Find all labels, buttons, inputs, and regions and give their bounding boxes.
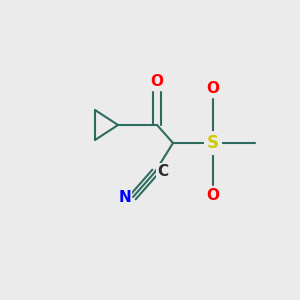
Text: N: N bbox=[118, 190, 131, 205]
Text: O: O bbox=[151, 74, 164, 89]
Text: O: O bbox=[206, 188, 220, 203]
Text: C: C bbox=[157, 164, 168, 179]
Text: S: S bbox=[207, 134, 219, 152]
Text: O: O bbox=[206, 81, 220, 96]
